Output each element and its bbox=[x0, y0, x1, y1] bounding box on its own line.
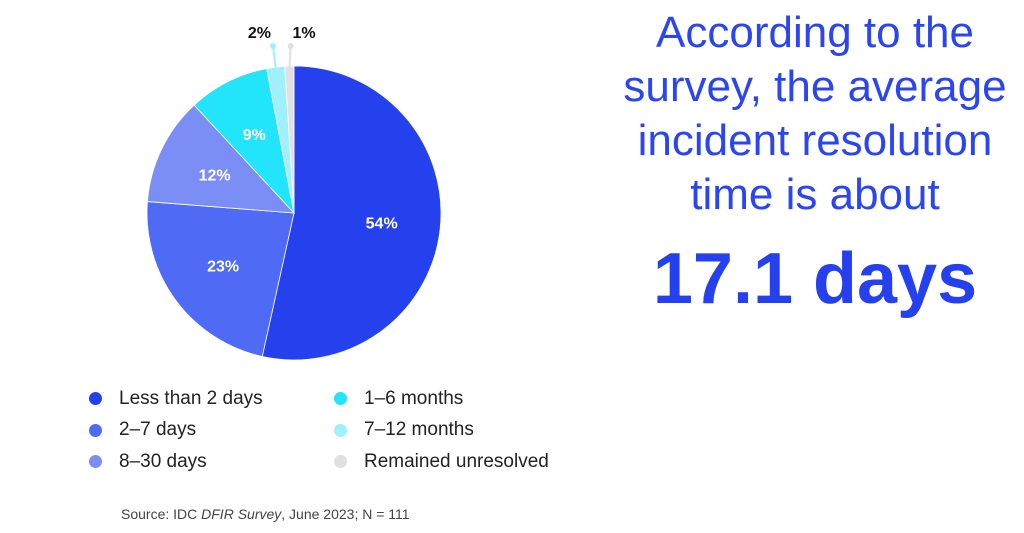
source-suffix: , June 2023; N = 111 bbox=[281, 506, 410, 522]
slice-data-label: 23% bbox=[207, 259, 239, 276]
headline-line: survey, the average bbox=[623, 62, 1007, 111]
legend-item: 7–12 months bbox=[334, 415, 549, 447]
headline-line: According to the bbox=[656, 8, 974, 57]
pie-slice bbox=[193, 68, 295, 215]
slice-data-label: 54% bbox=[366, 216, 398, 233]
headline-value: 17.1 days bbox=[652, 239, 978, 319]
legend-label: Less than 2 days bbox=[119, 387, 263, 409]
leader-dot bbox=[270, 43, 277, 49]
pie-chart: 54% 23% 12% 9% 2% 1% bbox=[146, 25, 442, 361]
legend-label: Remained unresolved bbox=[364, 450, 549, 472]
leader-line bbox=[288, 45, 292, 69]
slice-data-label: 2% bbox=[248, 25, 271, 42]
legend-swatch bbox=[89, 455, 102, 469]
leader-dot bbox=[287, 43, 294, 49]
legend-swatch bbox=[89, 392, 102, 406]
source-survey-name: DFIR Survey bbox=[201, 506, 282, 522]
pie-slice bbox=[147, 104, 295, 214]
legend-item: 2–7 days bbox=[89, 415, 263, 447]
legend-swatch bbox=[89, 423, 102, 437]
slice-data-label: 9% bbox=[243, 127, 266, 144]
legend-item: Remained unresolved bbox=[334, 446, 549, 478]
leader-line bbox=[272, 45, 277, 70]
legend-swatch bbox=[334, 455, 347, 469]
legend-label: 7–12 months bbox=[364, 419, 474, 441]
legend-swatch bbox=[334, 392, 347, 406]
legend-item: 1–6 months bbox=[334, 383, 549, 415]
legend-label: 2–7 days bbox=[119, 419, 197, 441]
headline-line: incident resolution bbox=[637, 116, 993, 165]
legend-left: Less than 2 days 2–7 days 8–30 days bbox=[89, 383, 263, 478]
legend-swatch bbox=[334, 423, 347, 437]
legend-right: 1–6 months 7–12 months Remained unresolved bbox=[334, 383, 549, 478]
legend-item: Less than 2 days bbox=[89, 383, 263, 415]
pie-slice bbox=[146, 201, 295, 358]
legend-item: 8–30 days bbox=[89, 446, 263, 478]
headline-line: time is about bbox=[690, 170, 940, 219]
slice-data-label: 1% bbox=[292, 25, 315, 42]
headline: According to the survey, the average inc… bbox=[585, 6, 1024, 222]
legend-label: 8–30 days bbox=[119, 450, 207, 472]
legend-label: 1–6 months bbox=[364, 387, 464, 409]
source-note: Source: IDC DFIR Survey, June 2023; N = … bbox=[121, 506, 410, 522]
source-prefix: Source: IDC bbox=[121, 506, 202, 522]
slice-data-label: 12% bbox=[199, 168, 231, 185]
pie-slice bbox=[261, 65, 442, 361]
